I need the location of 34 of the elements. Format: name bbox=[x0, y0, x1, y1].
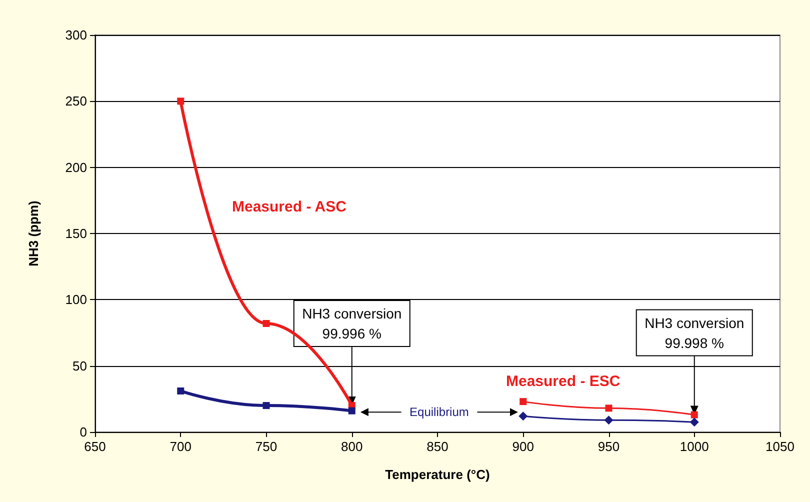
y-tick-label: 0 bbox=[80, 424, 87, 440]
x-tick-label: 950 bbox=[598, 439, 620, 454]
point bbox=[690, 418, 699, 427]
y-tick-label: 250 bbox=[65, 94, 87, 109]
x-tick-label: 800 bbox=[341, 439, 363, 454]
point bbox=[520, 398, 527, 406]
point bbox=[262, 402, 270, 410]
x-tick-label: 700 bbox=[170, 439, 192, 454]
x-tick-label: 850 bbox=[426, 439, 448, 454]
x-axis-title: Temperature (°C) bbox=[385, 467, 490, 482]
x-tick-label: 750 bbox=[255, 439, 278, 454]
annotation: NH3 conversion 99.998 % bbox=[644, 314, 744, 351]
text: Equilibrium bbox=[410, 405, 469, 420]
x-tick-label: 1050 bbox=[766, 439, 794, 454]
y-tick-label: 200 bbox=[65, 160, 87, 175]
point bbox=[605, 404, 612, 412]
series-label: Measured - ASC bbox=[232, 198, 347, 216]
series-label: Measured - ESC bbox=[506, 373, 620, 390]
point bbox=[262, 320, 270, 327]
point bbox=[518, 412, 528, 421]
y-axis-title: NH3 (ppm) bbox=[26, 200, 41, 266]
annotation: NH3 conversion 99.996 % bbox=[302, 306, 402, 342]
point bbox=[177, 387, 184, 394]
point bbox=[690, 411, 698, 418]
point bbox=[604, 416, 614, 425]
point bbox=[348, 407, 356, 414]
x-tick-label: 1000 bbox=[680, 439, 709, 454]
point bbox=[177, 98, 184, 105]
y-tick-label: 150 bbox=[65, 226, 87, 241]
y-tick-label: 300 bbox=[65, 28, 87, 42]
x-tick-label: 650 bbox=[84, 439, 106, 454]
y-tick-label: 100 bbox=[65, 292, 87, 308]
x-tick-label: 900 bbox=[512, 439, 534, 454]
y-tick-label: 50 bbox=[72, 358, 87, 374]
